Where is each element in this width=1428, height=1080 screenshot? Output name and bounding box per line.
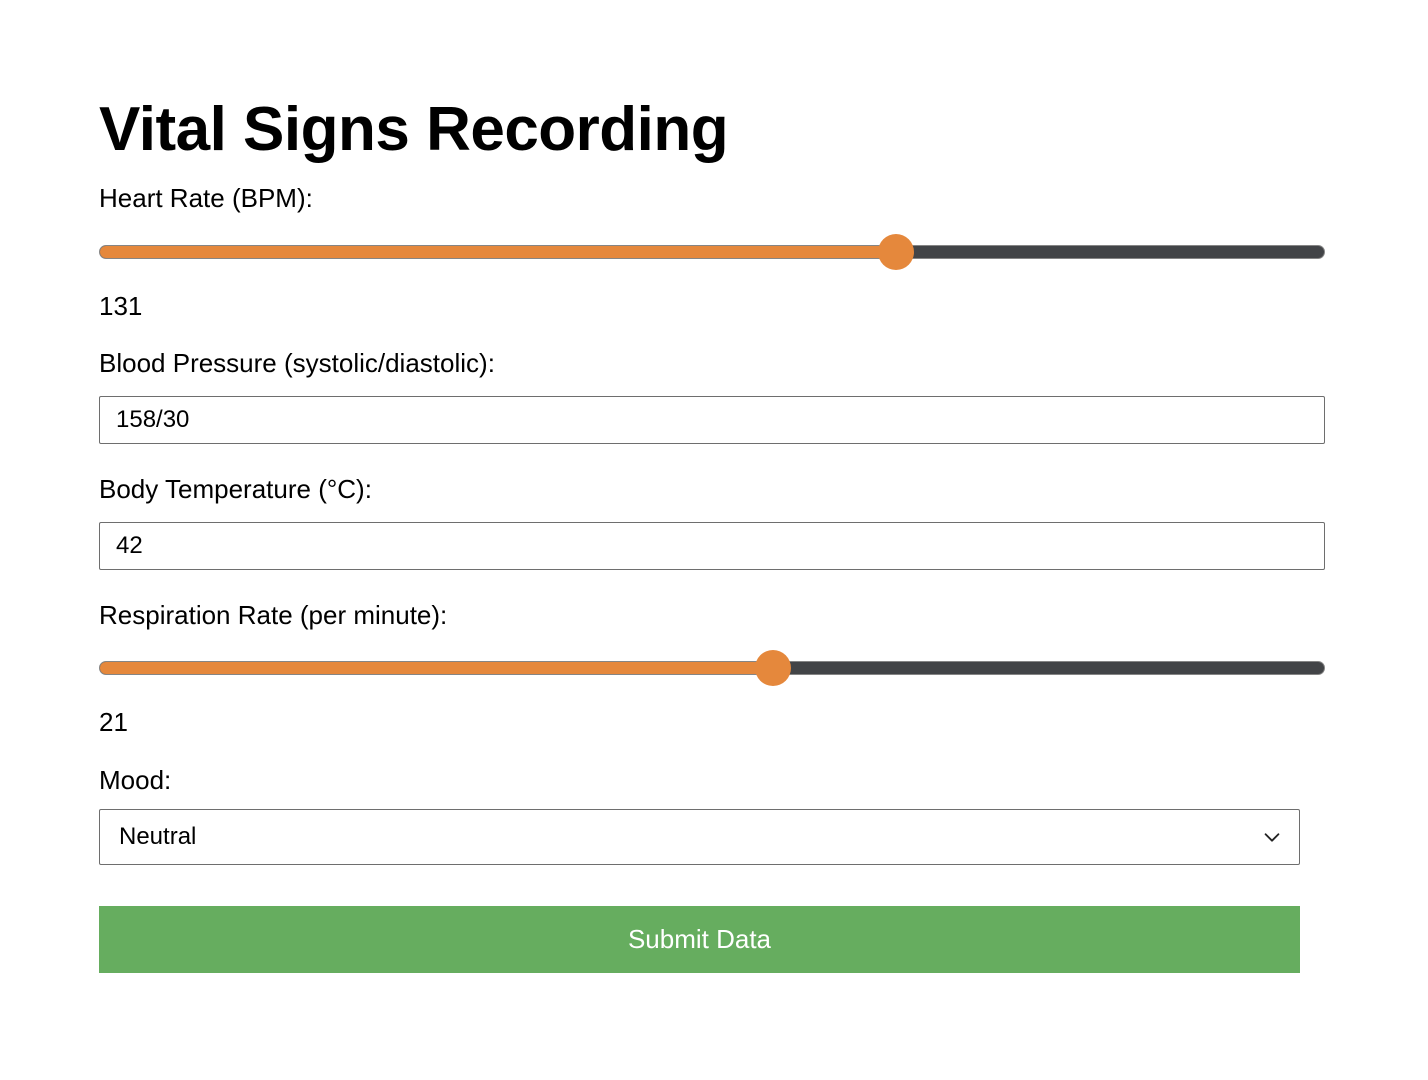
body-temperature-input[interactable] [99, 522, 1325, 570]
page-title: Vital Signs Recording [99, 94, 729, 164]
respiration-rate-slider-track[interactable] [99, 661, 1325, 675]
mood-select[interactable]: Neutral [99, 809, 1300, 865]
respiration-rate-slider-thumb[interactable] [755, 650, 792, 686]
body-temperature-label: Body Temperature (°C): [99, 474, 372, 504]
blood-pressure-label: Blood Pressure (systolic/diastolic): [99, 348, 495, 378]
heart-rate-slider-track[interactable] [99, 245, 1325, 259]
respiration-rate-value: 21 [99, 707, 128, 737]
respiration-rate-label: Respiration Rate (per minute): [99, 600, 448, 630]
blood-pressure-input[interactable] [99, 396, 1325, 444]
mood-label: Mood: [99, 765, 172, 795]
heart-rate-slider-fill [100, 246, 896, 258]
heart-rate-slider-thumb[interactable] [877, 234, 914, 270]
respiration-rate-slider-fill [100, 662, 774, 674]
heart-rate-label: Heart Rate (BPM): [99, 183, 313, 213]
heart-rate-slider[interactable] [99, 234, 1325, 270]
mood-selected-value: Neutral [119, 823, 197, 850]
respiration-rate-slider[interactable] [99, 650, 1325, 686]
submit-data-button[interactable]: Submit Data [99, 906, 1300, 973]
heart-rate-value: 131 [99, 291, 143, 321]
chevron-down-icon[interactable] [1261, 826, 1283, 848]
mood-select-box[interactable]: Neutral [99, 809, 1300, 865]
